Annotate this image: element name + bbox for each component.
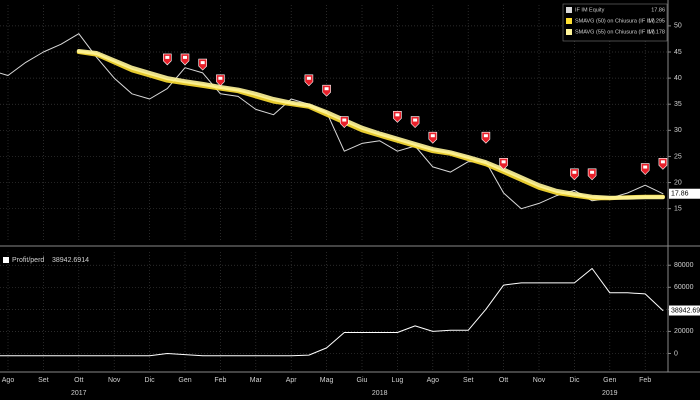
year-label: 2017: [71, 390, 87, 397]
x-tick-label: Ago: [427, 377, 440, 384]
legend-label: Profit/perd: [12, 257, 44, 264]
y-tick-label: 40: [674, 75, 682, 82]
last-value-box: [669, 305, 700, 316]
legend-swatch: [566, 7, 572, 13]
y-tick-label: 60000: [674, 284, 694, 291]
legend-value: 17.178: [648, 29, 665, 35]
signal-marker-icon: [660, 160, 665, 164]
x-tick-label: Feb: [639, 377, 651, 384]
series-line: [0, 268, 664, 357]
signal-marker-icon: [306, 76, 311, 80]
signal-marker-icon: [413, 118, 418, 122]
year-label: 2018: [372, 390, 388, 397]
legend-label: SMAVG (50) on Chiusura (IF IM): [575, 18, 655, 24]
x-tick-label: Gen: [603, 377, 616, 384]
signal-marker-icon: [590, 170, 595, 174]
signal-marker-icon: [395, 113, 400, 117]
legend-label: IF IM Equity: [575, 7, 605, 13]
x-tick-label: Giu: [357, 377, 368, 384]
last-value-label: 17.86: [671, 191, 689, 198]
x-tick-label: Nov: [108, 377, 121, 384]
last-value-box: [669, 188, 700, 199]
x-tick-label: Dic: [145, 377, 156, 384]
x-tick-label: Ago: [2, 377, 15, 384]
y-tick-label: 20000: [674, 328, 694, 335]
last-value-label: 38942.6914: [671, 307, 700, 314]
signal-marker-icon: [342, 118, 347, 122]
signal-marker-icon: [218, 76, 223, 80]
y-tick-label: 35: [674, 101, 682, 108]
x-tick-label: Feb: [214, 377, 226, 384]
signal-marker-icon: [324, 87, 329, 91]
signal-marker-icon: [572, 170, 577, 174]
x-tick-label: Set: [38, 377, 49, 384]
x-tick-label: Ott: [499, 377, 508, 384]
x-tick-label: Set: [463, 377, 474, 384]
signal-marker-icon: [200, 61, 205, 65]
signal-marker-icon: [430, 134, 435, 138]
legend-swatch: [3, 257, 9, 263]
x-tick-label: Dic: [569, 377, 580, 384]
series-line: [76, 49, 665, 200]
legend-box: [562, 3, 668, 42]
y-tick-label: 25: [674, 153, 682, 160]
signal-marker-icon: [643, 165, 648, 169]
x-tick-label: Lug: [392, 377, 404, 384]
y-tick-label: 20: [674, 179, 682, 186]
legend-label: SMAVG (55) on Chiusura (IF IM): [575, 29, 655, 35]
legend-swatch: [566, 29, 572, 35]
signal-marker-icon: [483, 134, 488, 138]
x-tick-label: Nov: [533, 377, 546, 384]
plot-area: [0, 33, 668, 210]
x-tick-label: Apr: [286, 377, 298, 384]
y-tick-label: 45: [674, 49, 682, 56]
signal-marker-icon: [165, 55, 170, 59]
y-tick-label: 15: [674, 206, 682, 213]
plot-area: [0, 268, 664, 357]
y-tick-label: 30: [674, 127, 682, 134]
legend-value: 17.295: [648, 18, 665, 24]
y-tick-label: 80000: [674, 262, 694, 269]
year-label: 2019: [602, 390, 618, 397]
legend-value: 17.86: [651, 7, 665, 13]
signal-marker-icon: [501, 160, 506, 164]
legend-value: 38942.6914: [52, 257, 89, 264]
legend-swatch: [566, 18, 572, 24]
x-tick-label: Mag: [320, 377, 334, 384]
y-tick-label: 0: [674, 350, 678, 357]
x-tick-label: Mar: [250, 377, 263, 384]
x-tick-label: Gen: [178, 377, 191, 384]
x-tick-label: Ott: [74, 377, 83, 384]
y-tick-label: 50: [674, 23, 682, 30]
signal-marker-icon: [183, 55, 187, 59]
